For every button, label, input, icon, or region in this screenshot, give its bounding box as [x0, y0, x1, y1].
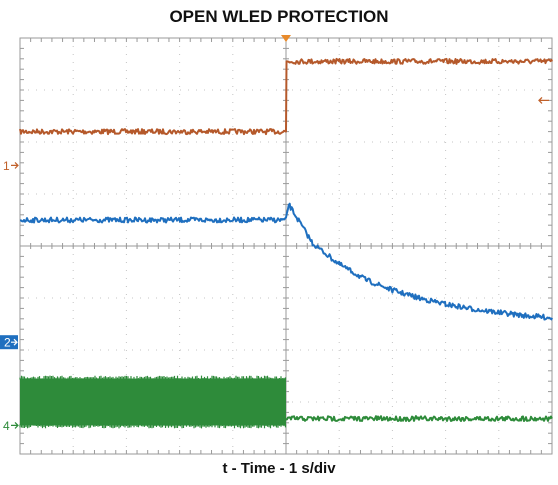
channel-label: 4: [3, 419, 10, 433]
channel-arrow-icon: [11, 338, 18, 346]
channel-markers: 1 2 4: [0, 35, 549, 433]
trigger-marker-icon: [281, 35, 291, 42]
channel-label: 2: [4, 336, 11, 350]
level-arrow-icon: [538, 96, 549, 104]
x-axis-label: t - Time - 1 s/div: [222, 460, 336, 477]
channel-arrow-icon: [11, 421, 19, 429]
trace-line-3: [285, 415, 553, 423]
trace-line-1: [19, 202, 553, 321]
channel-label: 1: [3, 159, 10, 173]
trace-band-2: [20, 378, 286, 426]
grid: [19, 37, 553, 455]
trace-band-edge-2: [19, 375, 287, 429]
chart-title: OPEN WLED PROTECTION: [169, 7, 389, 26]
channel-arrow-icon: [11, 161, 19, 169]
channel-2-marker-box: [0, 335, 18, 350]
traces: [19, 57, 553, 429]
trace-line-0: [19, 57, 553, 136]
